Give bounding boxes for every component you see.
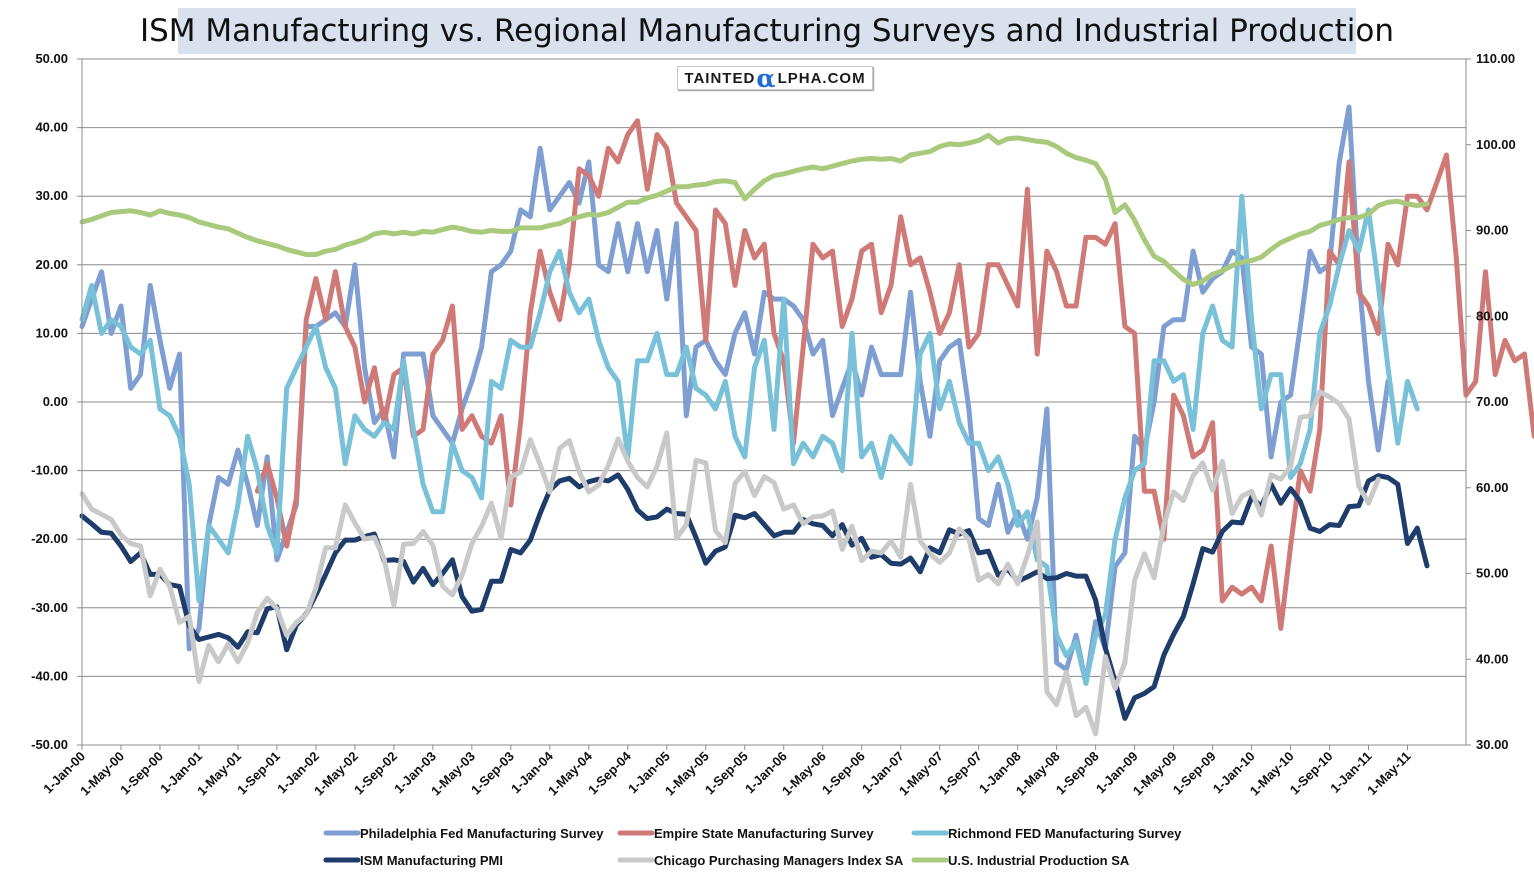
legend-label: Chicago Purchasing Managers Index SA (654, 853, 904, 868)
series-line-chicago-purchasing-managers-index-sa (79, 389, 1381, 737)
y-right-tick-label: 40.00 (1476, 651, 1509, 666)
y-right-tick-label: 100.00 (1476, 137, 1516, 152)
legend-label: Philadelphia Fed Manufacturing Survey (360, 826, 604, 841)
watermark-alpha: α (756, 63, 777, 93)
y-left-tick-label: 40.00 (35, 120, 68, 135)
y-right-tick-label: 90.00 (1476, 223, 1509, 238)
legend-label: Empire State Manufacturing Survey (654, 826, 874, 841)
watermark-suffix: LPHA.COM (777, 69, 866, 87)
x-tick-label: 1-Sep-03 (468, 749, 517, 798)
x-tick-label: 1-Sep-09 (1170, 749, 1219, 798)
y-left-tick-label: 10.00 (35, 325, 68, 340)
y-left-tick-label: 50.00 (35, 51, 68, 66)
x-tick-label: 1-Sep-08 (1053, 749, 1102, 798)
x-tick-label: 1-Sep-05 (702, 749, 751, 798)
y-left-tick-label: -50.00 (31, 737, 68, 752)
y-right-tick-label: 80.00 (1476, 308, 1509, 323)
legend-label: ISM Manufacturing PMI (360, 853, 503, 868)
legend: Philadelphia Fed Manufacturing Survey Emp… (323, 826, 1182, 868)
legend-label: Richmond FED Manufacturing Survey (948, 826, 1182, 841)
x-tick-label: 1-Sep-07 (936, 749, 985, 798)
y-left-tick-label: 0.00 (43, 394, 68, 409)
series-line-richmond-fed-manufacturing-survey (79, 193, 1420, 686)
chart-title-box: ISM Manufacturing vs. Regional Manufactu… (140, 8, 1394, 54)
y-left-tick-label: -40.00 (31, 668, 68, 683)
series-lines (79, 104, 1534, 737)
y-left-tick-label: 30.00 (35, 188, 68, 203)
y-right-tick-label: 110.00 (1476, 51, 1515, 66)
x-tick-label: 1-Sep-06 (819, 749, 868, 798)
watermark-logo: TAINTED α LPHA.COM (677, 63, 873, 93)
x-tick-label: 1-Sep-04 (585, 748, 634, 797)
x-tick-label: 1-May-11 (1364, 749, 1413, 798)
y-right-tick-label: 60.00 (1476, 480, 1509, 495)
y-left-tick-label: 20.00 (35, 257, 68, 272)
x-tick-label: 1-Sep-01 (234, 749, 283, 798)
y-right-tick-label: 70.00 (1476, 394, 1509, 409)
chart-title: ISM Manufacturing vs. Regional Manufactu… (139, 13, 1395, 49)
y-left-tick-label: -20.00 (31, 531, 68, 546)
y-right-tick-label: 30.00 (1476, 737, 1509, 752)
x-tick-label: 1-Sep-02 (351, 749, 400, 798)
y-right-tick-label: 50.00 (1476, 566, 1509, 581)
watermark-prefix: TAINTED (684, 69, 756, 87)
x-tick-label: 1-Sep-00 (117, 749, 166, 798)
y-left-tick-label: -10.00 (31, 463, 68, 478)
legend-label: U.S. Industrial Production SA (948, 853, 1130, 868)
series-line-philadelphia-fed-manufacturing-survey (79, 104, 1391, 686)
series-line-u-s-industrial-production-sa (79, 132, 1430, 287)
x-tick-label: 1-Sep-10 (1287, 749, 1336, 798)
y-left-tick-label: -30.00 (31, 600, 68, 615)
